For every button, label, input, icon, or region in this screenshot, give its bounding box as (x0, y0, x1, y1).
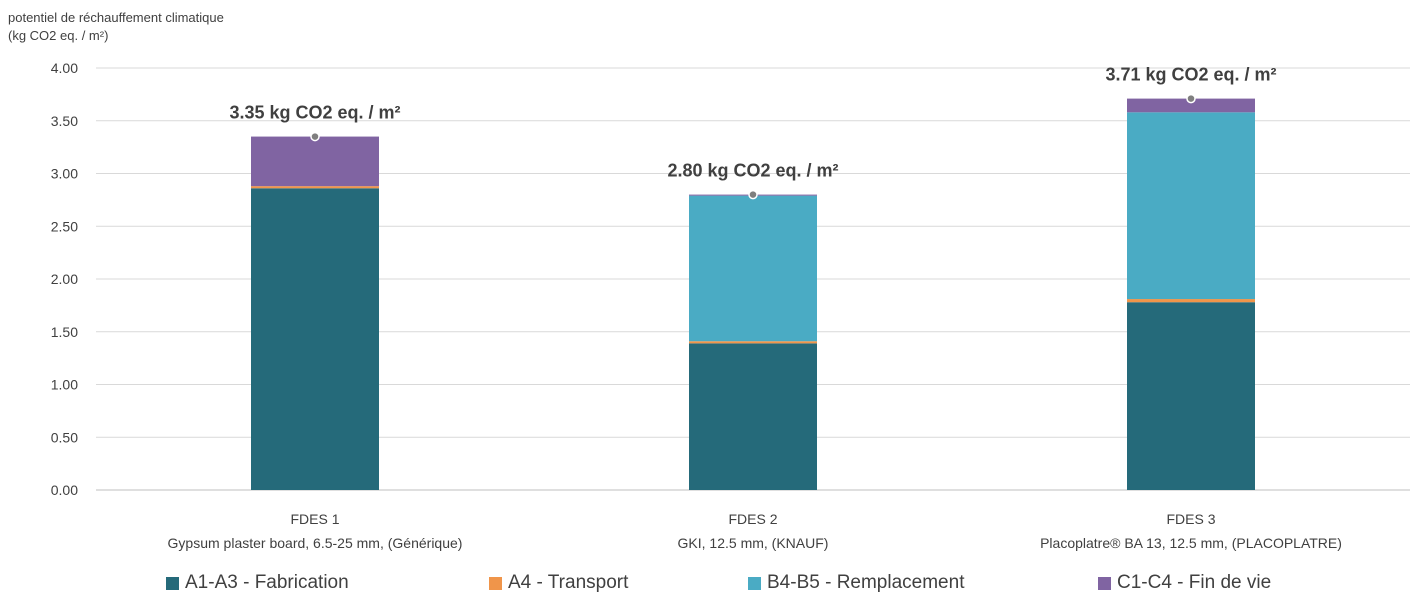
legend: A1-A3 - Fabrication A4 - Transport B4-B5 -… (0, 572, 1421, 596)
bar-segment-c1-c4 (1127, 98, 1255, 113)
x-category-label: FDES 3 (1166, 511, 1215, 527)
y-tick-label: 4.00 (51, 60, 78, 76)
total-label: 2.80 kg CO2 eq. / m² (667, 161, 838, 181)
x-category-sublabel: Placoplatre® BA 13, 12.5 mm, (PLACOPLATR… (1040, 535, 1342, 551)
y-axis-title-line1: potentiel de réchauffement climatique (8, 10, 224, 25)
x-category-sublabel: Gypsum plaster board, 6.5-25 mm, (Généri… (168, 535, 463, 551)
bar-segment-a1-a3 (689, 343, 817, 490)
legend-item: A1-A3 - Fabrication (166, 572, 349, 594)
bar-segment-a4 (251, 186, 379, 189)
y-tick-label: 3.00 (51, 166, 78, 182)
x-category-label: FDES 2 (728, 511, 777, 527)
total-marker (1186, 93, 1196, 104)
legend-swatch (166, 576, 179, 590)
total-marker (310, 131, 320, 142)
legend-label: A1-A3 - Fabrication (185, 572, 349, 593)
y-tick-label: 1.00 (51, 377, 78, 393)
legend-swatch (489, 576, 502, 590)
total-label: 3.35 kg CO2 eq. / m² (229, 103, 400, 123)
total-label: 3.71 kg CO2 eq. / m² (1105, 65, 1276, 85)
x-category-label: FDES 1 (290, 511, 339, 527)
legend-swatch (748, 576, 761, 590)
x-category-sublabel: GKI, 12.5 mm, (KNAUF) (678, 535, 829, 551)
bar-segment-c1-c4 (251, 136, 379, 187)
legend-item: A4 - Transport (489, 572, 628, 594)
y-tick-label: 3.50 (51, 113, 78, 129)
total-marker (748, 189, 758, 200)
bar-segment-a1-a3 (251, 188, 379, 490)
y-tick-label: 1.50 (51, 324, 78, 340)
legend-label: A4 - Transport (508, 572, 629, 593)
bar-segment-b4-b5 (1127, 112, 1255, 300)
y-tick-label: 0.00 (51, 482, 78, 498)
legend-swatch (1098, 576, 1111, 590)
legend-item: B4-B5 - Remplacement (748, 572, 964, 594)
stacked-bar-chart: 0.00 0.50 1.00 1.50 2.00 2.50 3.00 3.50 4.00 3.35… (51, 60, 1410, 551)
bar-segment-a4 (1127, 299, 1255, 303)
bar-segment-b4-b5 (689, 195, 817, 342)
bar-segment-a4 (689, 341, 817, 344)
y-axis-title-line2: (kg CO2 eq. / m²) (8, 28, 109, 43)
y-tick-label: 2.00 (51, 271, 78, 287)
legend-label: B4-B5 - Remplacement (767, 572, 965, 593)
legend-item: C1-C4 - Fin de vie (1098, 572, 1271, 594)
y-tick-label: 2.50 (51, 218, 78, 234)
bar-segment-a1-a3 (1127, 302, 1255, 490)
y-tick-label: 0.50 (51, 429, 78, 445)
legend-label: C1-C4 - Fin de vie (1117, 572, 1272, 593)
